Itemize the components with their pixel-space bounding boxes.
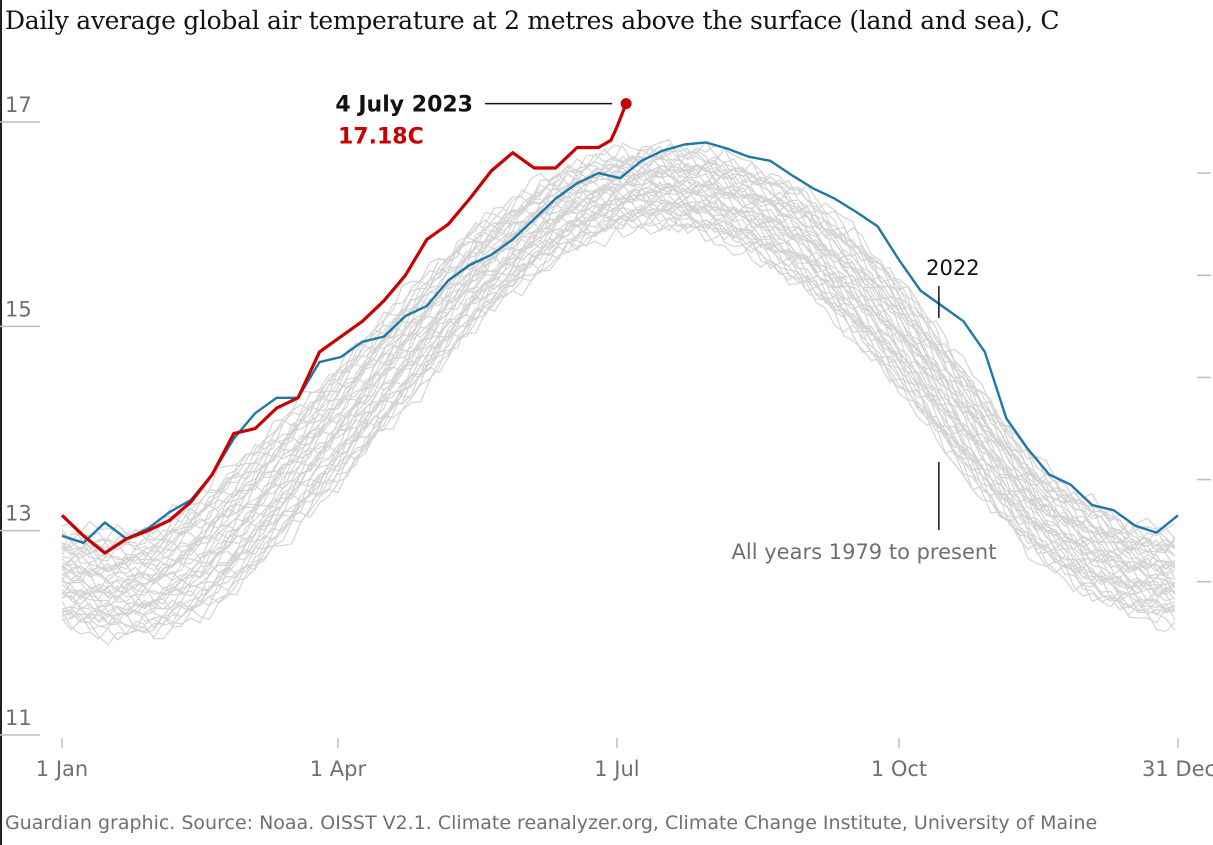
history-year-line xyxy=(61,193,1175,616)
history-lines xyxy=(61,138,1176,646)
history-year-line xyxy=(61,170,1175,594)
y-tick-label: 11 xyxy=(5,706,32,730)
x-tick-label: 1 Jan xyxy=(36,757,88,781)
history-year-line xyxy=(61,147,1176,557)
history-year-line xyxy=(61,151,1176,560)
history-year-line xyxy=(61,191,1175,620)
history-year-line xyxy=(61,141,1175,550)
history-year-line xyxy=(61,176,1176,593)
record-point xyxy=(620,98,632,110)
x-tick-label: 1 Oct xyxy=(871,757,927,781)
year-2022-label: 2022 xyxy=(926,256,979,280)
y-tick-label: 13 xyxy=(5,502,32,526)
record-date-label: 4 July 2023 xyxy=(335,93,473,118)
history-year-line xyxy=(61,156,1176,573)
series-line-2023 xyxy=(60,103,628,555)
history-year-line xyxy=(61,201,1176,632)
history-year-line xyxy=(61,167,1176,588)
y-tick-label: 15 xyxy=(5,297,32,321)
x-tick-label: 1 Apr xyxy=(310,757,367,781)
history-year-line xyxy=(61,209,1176,636)
history-year-line xyxy=(61,183,1176,607)
history-year-line xyxy=(61,200,1176,630)
history-year-line xyxy=(61,170,1176,592)
history-year-line xyxy=(61,199,1176,619)
history-year-line xyxy=(61,209,1176,641)
history-year-line xyxy=(61,138,1176,545)
history-year-line xyxy=(61,184,1176,600)
y-tick-label: 17 xyxy=(5,93,32,117)
series-line-2022 xyxy=(61,141,1179,545)
source-note: Guardian graphic. Source: Noaa. OISST V2… xyxy=(5,812,1098,834)
annotations: 4 July 2023 17.18C 2022 All years 1979 t… xyxy=(335,93,996,564)
series-lines xyxy=(60,103,1179,555)
record-value-label: 17.18C xyxy=(338,125,424,150)
all-years-label: All years 1979 to present xyxy=(732,540,997,564)
history-year-line xyxy=(61,181,1176,603)
chart-title: Daily average global air temperature at … xyxy=(5,6,1060,35)
history-year-line xyxy=(61,179,1176,591)
axes: 17 15 13 11 1 Jan 1 Apr 1 Jul 1 Oct 31 Dec xyxy=(0,93,1213,781)
x-tick-label: 31 Dec xyxy=(1142,757,1213,781)
history-year-line xyxy=(61,148,1176,564)
x-tick-label: 1 Jul xyxy=(594,757,639,781)
history-year-line xyxy=(61,213,1176,646)
history-year-line xyxy=(61,187,1176,613)
history-year-line xyxy=(61,195,1176,616)
history-year-line xyxy=(61,180,1176,597)
